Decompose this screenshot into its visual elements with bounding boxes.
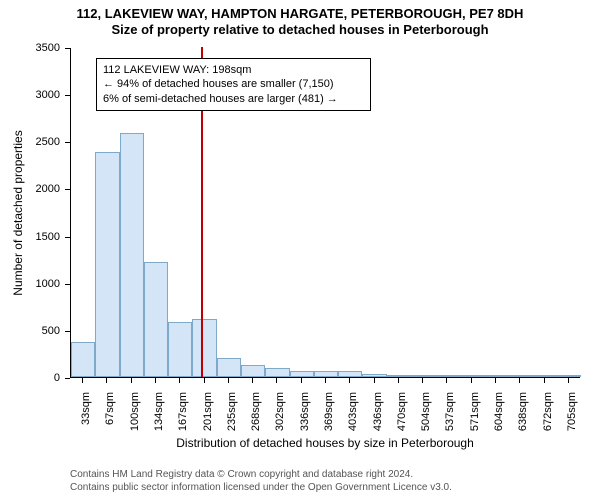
histogram-bar bbox=[460, 375, 484, 377]
annotation-line-larger: 6% of semi-detached houses are larger (4… bbox=[103, 92, 364, 106]
histogram-bar bbox=[362, 374, 386, 377]
x-tick-mark bbox=[374, 378, 375, 383]
x-tick-label: 268sqm bbox=[250, 392, 262, 431]
x-tick-label: 504sqm bbox=[420, 392, 432, 431]
y-tick-mark bbox=[65, 331, 70, 332]
x-tick-mark bbox=[155, 378, 156, 383]
x-tick-mark bbox=[228, 378, 229, 383]
figure-container: 112, LAKEVIEW WAY, HAMPTON HARGATE, PETE… bbox=[0, 0, 600, 500]
x-tick-label: 672sqm bbox=[542, 392, 554, 431]
x-tick-mark bbox=[568, 378, 569, 383]
y-tick-mark bbox=[65, 284, 70, 285]
histogram-bar bbox=[411, 375, 435, 377]
y-tick-mark bbox=[65, 378, 70, 379]
x-tick-mark bbox=[276, 378, 277, 383]
histogram-bar bbox=[217, 358, 241, 377]
histogram-bar bbox=[95, 152, 119, 377]
x-tick-mark bbox=[544, 378, 545, 383]
x-tick-mark bbox=[519, 378, 520, 383]
y-tick-label: 0 bbox=[0, 372, 60, 384]
x-tick-label: 167sqm bbox=[177, 392, 189, 431]
x-tick-label: 705sqm bbox=[566, 392, 578, 431]
y-tick-label: 1000 bbox=[0, 278, 60, 290]
x-tick-mark bbox=[349, 378, 350, 383]
x-tick-label: 336sqm bbox=[299, 392, 311, 431]
y-tick-mark bbox=[65, 237, 70, 238]
x-tick-mark bbox=[106, 378, 107, 383]
x-tick-mark bbox=[446, 378, 447, 383]
x-tick-label: 403sqm bbox=[347, 392, 359, 431]
y-tick-label: 500 bbox=[0, 325, 60, 337]
y-axis-label: Number of detached properties bbox=[11, 130, 25, 295]
histogram-bar bbox=[71, 342, 95, 377]
x-tick-label: 604sqm bbox=[493, 392, 505, 431]
x-tick-mark bbox=[179, 378, 180, 383]
annotation-line-size: 112 LAKEVIEW WAY: 198sqm bbox=[103, 63, 364, 77]
x-tick-mark bbox=[325, 378, 326, 383]
annotation-line-smaller: ← 94% of detached houses are smaller (7,… bbox=[103, 77, 364, 91]
x-axis-label: Distribution of detached houses by size … bbox=[176, 436, 474, 450]
y-tick-label: 2500 bbox=[0, 136, 60, 148]
y-tick-mark bbox=[65, 95, 70, 96]
histogram-bar bbox=[144, 262, 168, 377]
histogram-bar bbox=[338, 371, 362, 377]
x-tick-label: 235sqm bbox=[226, 392, 238, 431]
x-tick-mark bbox=[204, 378, 205, 383]
histogram-bar bbox=[557, 375, 581, 377]
histogram-bar bbox=[435, 375, 459, 377]
x-tick-mark bbox=[301, 378, 302, 383]
histogram-bar bbox=[314, 371, 338, 377]
y-tick-label: 2000 bbox=[0, 183, 60, 195]
x-tick-label: 470sqm bbox=[396, 392, 408, 431]
x-tick-label: 571sqm bbox=[469, 392, 481, 431]
x-tick-mark bbox=[495, 378, 496, 383]
y-tick-mark bbox=[65, 142, 70, 143]
x-tick-mark bbox=[252, 378, 253, 383]
histogram-bar bbox=[265, 368, 289, 377]
y-tick-label: 3500 bbox=[0, 42, 60, 54]
x-tick-mark bbox=[471, 378, 472, 383]
y-tick-mark bbox=[65, 189, 70, 190]
x-tick-label: 369sqm bbox=[323, 392, 335, 431]
histogram-bar bbox=[241, 365, 265, 377]
x-tick-mark bbox=[131, 378, 132, 383]
x-tick-label: 100sqm bbox=[129, 392, 141, 431]
x-tick-mark bbox=[422, 378, 423, 383]
title-subtitle: Size of property relative to detached ho… bbox=[0, 22, 600, 38]
y-tick-label: 3000 bbox=[0, 89, 60, 101]
histogram-bar bbox=[120, 133, 144, 377]
x-tick-label: 537sqm bbox=[444, 392, 456, 431]
y-tick-label: 1500 bbox=[0, 231, 60, 243]
histogram-bar bbox=[192, 319, 216, 377]
x-tick-label: 201sqm bbox=[202, 392, 214, 431]
x-tick-label: 436sqm bbox=[372, 392, 384, 431]
x-tick-label: 638sqm bbox=[517, 392, 529, 431]
footer-line-1: Contains HM Land Registry data © Crown c… bbox=[70, 469, 452, 482]
titles-block: 112, LAKEVIEW WAY, HAMPTON HARGATE, PETE… bbox=[0, 6, 600, 39]
histogram-bar bbox=[290, 371, 314, 377]
footer-attribution: Contains HM Land Registry data © Crown c… bbox=[70, 469, 452, 494]
footer-line-2: Contains public sector information licen… bbox=[70, 482, 452, 495]
plot-area: 112 LAKEVIEW WAY: 198sqm← 94% of detache… bbox=[70, 48, 580, 378]
x-tick-label: 67sqm bbox=[104, 392, 116, 425]
annotation-box: 112 LAKEVIEW WAY: 198sqm← 94% of detache… bbox=[96, 58, 371, 111]
y-tick-mark bbox=[65, 48, 70, 49]
histogram-bar bbox=[168, 322, 192, 377]
title-address: 112, LAKEVIEW WAY, HAMPTON HARGATE, PETE… bbox=[0, 6, 600, 22]
x-tick-label: 134sqm bbox=[153, 392, 165, 431]
histogram-bar bbox=[387, 375, 411, 377]
histogram-bar bbox=[532, 375, 556, 377]
x-tick-label: 33sqm bbox=[80, 392, 92, 425]
histogram-bar bbox=[484, 375, 508, 377]
x-tick-mark bbox=[398, 378, 399, 383]
x-tick-label: 302sqm bbox=[274, 392, 286, 431]
x-tick-mark bbox=[82, 378, 83, 383]
histogram-bar bbox=[508, 375, 532, 377]
